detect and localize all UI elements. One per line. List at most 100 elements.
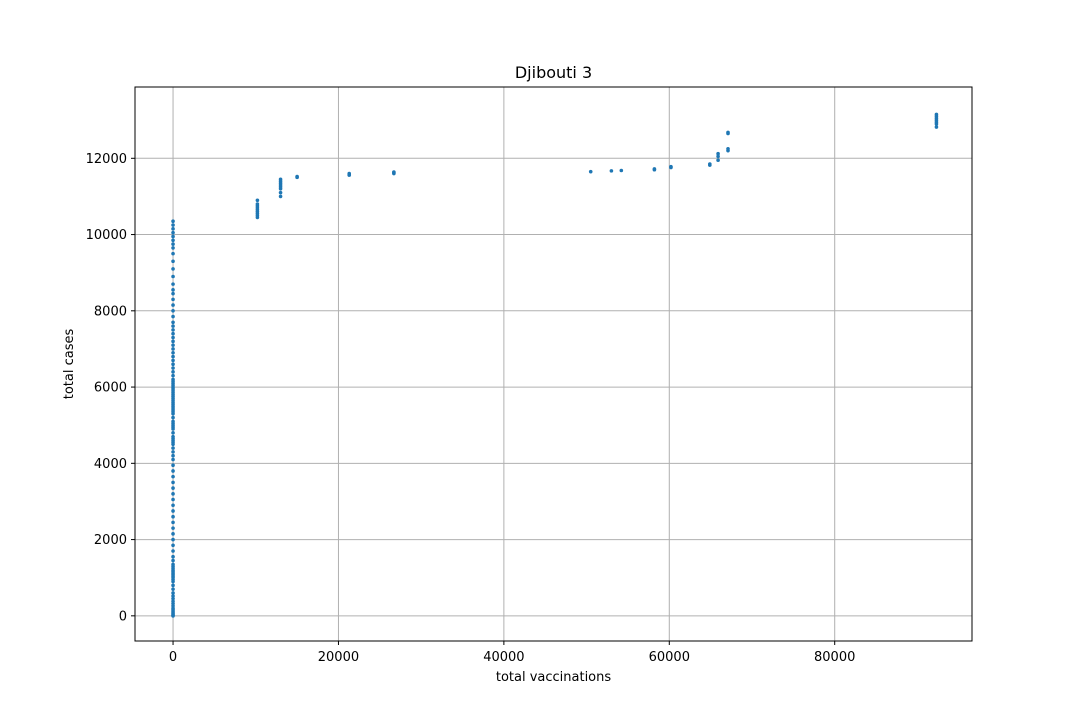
data-point — [171, 223, 175, 227]
data-point — [171, 549, 175, 553]
data-point — [171, 450, 175, 454]
data-point — [171, 354, 175, 359]
y-tick-label: 10000 — [86, 228, 127, 243]
data-point — [171, 347, 175, 351]
data-point — [171, 339, 175, 344]
data-point — [171, 282, 175, 286]
y-tick-label: 2000 — [94, 533, 127, 548]
data-point — [669, 164, 673, 169]
data-point — [278, 177, 283, 182]
data-point — [171, 554, 175, 559]
data-point — [708, 162, 712, 166]
data-point — [171, 242, 175, 246]
data-point — [295, 174, 299, 179]
data-point — [171, 419, 175, 424]
data-point — [716, 158, 720, 163]
data-point — [171, 514, 175, 519]
data-point — [278, 190, 283, 195]
data-point — [171, 328, 175, 332]
x-tick-label: 20000 — [318, 650, 359, 665]
data-point — [171, 520, 175, 525]
data-point — [171, 227, 175, 231]
data-point — [392, 170, 396, 174]
data-point — [171, 373, 175, 378]
data-point — [171, 331, 175, 336]
data-point — [171, 335, 175, 340]
data-point — [171, 320, 175, 325]
data-point — [171, 587, 175, 591]
data-point — [171, 309, 175, 313]
x-tick-label: 80000 — [814, 650, 855, 665]
data-point — [171, 562, 175, 567]
plot-frame — [134, 86, 973, 642]
data-point — [171, 291, 175, 296]
data-point — [934, 125, 939, 129]
data-point — [171, 469, 175, 473]
data-point — [171, 509, 175, 513]
data-point — [609, 169, 614, 173]
data-point — [171, 596, 175, 601]
data-point — [726, 146, 730, 151]
data-point — [171, 532, 175, 536]
data-point — [588, 169, 593, 174]
data-point — [171, 415, 175, 420]
data-point — [171, 474, 175, 479]
data-point — [171, 366, 175, 370]
data-point — [171, 362, 175, 366]
data-point — [171, 558, 175, 563]
data-point — [171, 297, 175, 302]
data-point — [171, 591, 175, 595]
data-point — [255, 202, 260, 206]
data-point — [171, 343, 175, 347]
chart-title: Djibouti 3 — [515, 63, 592, 82]
data-point — [171, 219, 175, 224]
data-point — [171, 537, 175, 542]
data-point — [171, 599, 175, 604]
x-tick-label: 60000 — [649, 650, 690, 665]
axis-ticks: 0 20000 40000 60000 80000 0 2000 4000 6000 8000 10… — [86, 152, 856, 665]
data-point — [171, 431, 175, 435]
data-point — [171, 453, 175, 458]
y-tick-label: 12000 — [86, 152, 127, 167]
data-point — [171, 480, 175, 485]
x-tick-label: 40000 — [483, 650, 524, 665]
data-point — [255, 198, 260, 203]
data-point — [347, 171, 352, 176]
data-point — [171, 446, 175, 450]
data-point — [171, 370, 175, 374]
y-tick-label: 0 — [119, 609, 127, 624]
data-point — [171, 457, 175, 462]
data-point — [171, 594, 175, 598]
data-point — [171, 324, 175, 328]
data-point — [716, 154, 720, 159]
data-point — [171, 274, 175, 279]
data-point — [171, 497, 175, 502]
data-point — [171, 358, 175, 363]
data-point — [171, 583, 175, 588]
data-point — [171, 238, 175, 243]
data-point — [171, 230, 175, 235]
y-tick-label: 4000 — [94, 457, 127, 472]
data-point — [171, 543, 175, 548]
data-point — [171, 288, 175, 292]
data-point — [171, 246, 175, 250]
data-point — [934, 112, 939, 117]
data-point — [171, 434, 175, 439]
data-point — [716, 151, 720, 156]
data-point — [171, 251, 175, 256]
data-point — [171, 234, 175, 239]
data-point — [171, 486, 175, 490]
data-point — [171, 377, 175, 382]
data-point — [171, 350, 175, 355]
data-points — [171, 112, 939, 618]
data-point — [619, 168, 624, 173]
data-point — [171, 267, 175, 271]
grid — [135, 87, 972, 641]
data-point — [171, 526, 175, 530]
data-point — [652, 167, 657, 171]
x-tick-label: 0 — [169, 650, 177, 665]
data-point — [171, 259, 175, 264]
y-axis-label: total cases — [62, 329, 77, 400]
data-point — [171, 492, 175, 496]
